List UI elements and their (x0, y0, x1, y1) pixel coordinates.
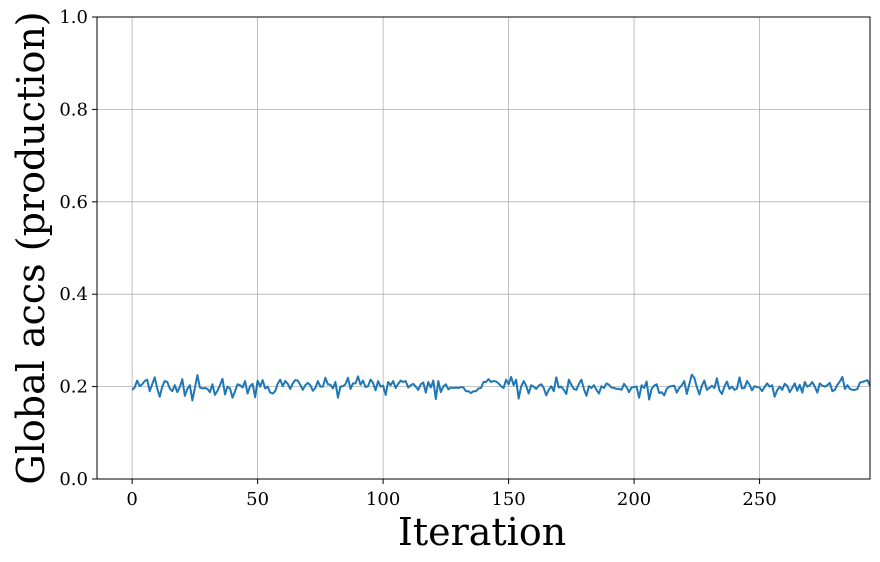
grid-lines (97, 16, 870, 480)
series-line (131, 373, 871, 402)
x-tick-label: 200 (617, 489, 651, 510)
plot-frame (96, 16, 871, 480)
x-tick-label: 150 (491, 489, 525, 510)
y-tick-label: 0.4 (59, 284, 88, 305)
y-tick-label: 0.0 (59, 469, 88, 490)
y-tick-label: 0.2 (59, 377, 88, 398)
y-tick-label: 1.0 (59, 7, 88, 28)
y-axis-ticks: 0.0 0.2 0.4 0.6 0.8 1.0 (59, 7, 97, 490)
x-tick-label: 50 (246, 489, 269, 510)
y-tick-label: 0.8 (59, 99, 88, 120)
series-layer (131, 373, 871, 402)
y-axis-title: Global accs (production) (9, 11, 53, 484)
x-tick-label: 100 (366, 489, 400, 510)
x-tick-label: 250 (742, 489, 776, 510)
x-axis-ticks: 0 50 100 150 200 250 (126, 479, 777, 510)
x-axis-title: Iteration (398, 510, 566, 554)
x-tick-label: 0 (126, 489, 137, 510)
y-tick-label: 0.6 (59, 192, 88, 213)
